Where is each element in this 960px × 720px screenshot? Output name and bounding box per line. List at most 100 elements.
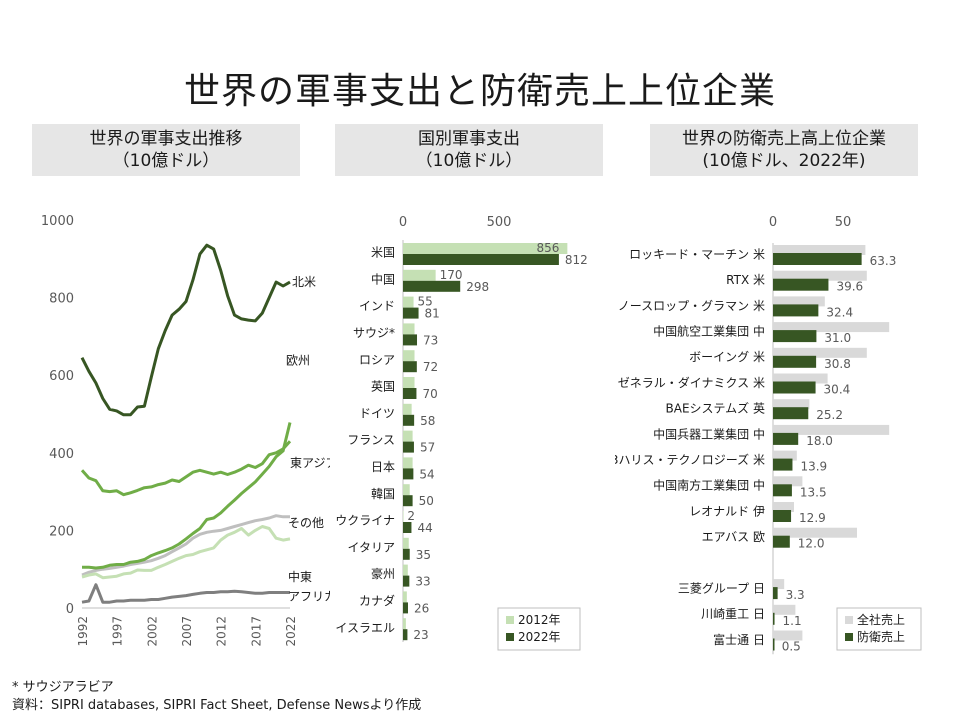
company-value-3: 31.0 [824, 331, 851, 345]
company-legend-swatch-1 [845, 633, 853, 641]
trend-series-その他 [81, 514, 290, 577]
company-bar-defense-8 [773, 458, 793, 471]
company-legend-label-0: 全社売上 [857, 612, 905, 627]
country-legend-label-1: 2022年 [518, 630, 561, 644]
company-label-10: レオナルド 伊 [689, 504, 765, 518]
country-bar-2012-中国 [403, 269, 436, 281]
company-label-7: 中国兵器工業集団 中 [653, 426, 765, 441]
company-bar-total-9 [773, 476, 803, 487]
country-bar-2022-サウジ* [403, 334, 418, 346]
country-bar-2022-英国 [403, 388, 417, 399]
country-x-tick-500: 500 [487, 215, 512, 230]
trend-series-欧州 [82, 422, 292, 570]
company-value-13: 3.3 [786, 588, 805, 602]
company-bar-defense-7 [773, 432, 799, 445]
country-bar-2012-インド [403, 296, 414, 308]
country-bar-2022-米国 [403, 254, 559, 265]
country-label-カナダ: カナダ [359, 593, 395, 608]
trend-title: 世界の軍事支出推移 [89, 129, 243, 149]
company-label-15: 富士通 日 [713, 632, 765, 647]
company-value-10: 12.9 [799, 511, 826, 525]
country-bar-2022-日本 [403, 468, 414, 480]
country-bar-2012-ウクライナ [403, 511, 404, 522]
company-bar-defense-10 [773, 510, 792, 522]
trend-series-label-欧州: 欧州 [286, 354, 310, 368]
company-bar-defense-1 [773, 278, 829, 291]
company-label-8: L3ハリス・テクノロジーズ 米 [615, 452, 765, 467]
country-bar-2012-英国 [403, 377, 415, 388]
trend-series-label-中東: 中東 [288, 569, 312, 584]
company-label-0: ロッキード・マーチン 米 [629, 247, 765, 261]
company-label-6: BAEシステムズ 英 [666, 401, 765, 416]
company-value-6: 25.2 [816, 408, 843, 422]
trend-series-label-アフリカ: アフリカ [288, 589, 330, 603]
country-bar-2012-ロシア [403, 350, 415, 362]
country-legend-box [497, 607, 581, 651]
company-bar-total-1 [773, 270, 867, 281]
trend-x-tick-2002: 2002 [145, 616, 159, 647]
company-label-2: ノースロップ・グラマン 米 [618, 299, 765, 313]
country-bar-2022-イタリア [403, 548, 410, 560]
company-legend-box [836, 607, 922, 651]
company-bar-defense-4 [773, 355, 817, 368]
company-bar-defense-15 [773, 638, 775, 651]
country-bar-2022-カナダ [403, 602, 408, 614]
company-bar-total-13 [773, 579, 785, 590]
country-value-2022-英国: 70 [422, 387, 437, 401]
country-bar-2012-豪州 [403, 564, 408, 576]
company-bar-defense-6 [773, 407, 809, 420]
country-label-イタリア: イタリア [347, 540, 395, 554]
country-label-イスラエル: イスラエル [335, 621, 395, 635]
country-bar-2022-ロシア [403, 361, 417, 373]
company-bar-total-15 [773, 630, 803, 641]
company-bar-total-0 [773, 245, 866, 255]
company-bar-total-2 [773, 296, 825, 307]
company-bar-defense-14 [773, 612, 775, 625]
country-value-2022-ウクライナ: 44 [417, 521, 432, 535]
company-value-8: 13.9 [800, 460, 827, 474]
country-label-ロシア: ロシア [359, 353, 395, 367]
company-x-tick-50: 50 [835, 215, 852, 230]
company-panel-header: 世界の防衛売上高上位企業 (10億ドル、2022年) [650, 124, 918, 176]
country-value-2022-イスラエル: 23 [413, 628, 428, 642]
company-bar-chart: 0 50 ロッキード・マーチン 米 63.3 RTX 米 39.6 ノースロップ・グラマン … [615, 215, 922, 655]
country-bar-2012-韓国 [403, 484, 410, 496]
company-value-7: 18.0 [806, 434, 833, 448]
country-bar-2022-豪州 [403, 575, 410, 587]
country-title: 国別軍事支出 [418, 129, 520, 149]
country-value-2012-米国: 856 [536, 241, 559, 255]
country-value-2022-日本: 54 [419, 467, 434, 481]
country-label-英国: 英国 [371, 380, 395, 394]
country-label-韓国: 韓国 [371, 487, 395, 501]
company-value-1: 39.6 [836, 280, 863, 294]
country-value-2022-イタリア: 35 [416, 548, 431, 562]
country-bar-2022-ドイツ [403, 414, 415, 426]
company-label-11: エアバス 欧 [702, 530, 765, 544]
country-bar-2012-イタリア [403, 537, 409, 549]
company-bar-defense-11 [773, 535, 790, 548]
country-label-米国: 米国 [371, 246, 395, 260]
trend-y-tick-200: 200 [49, 524, 74, 539]
country-value-2022-ロシア: 72 [423, 360, 438, 374]
country-value-2012-インド: 55 [418, 295, 433, 309]
country-label-サウジ*: サウジ* [353, 326, 395, 340]
country-value-2022-インド: 81 [425, 307, 440, 321]
trend-x-tick-2007: 2007 [180, 616, 194, 647]
company-label-3: 中国航空工業集団 中 [653, 324, 765, 339]
trend-y-tick-800: 800 [49, 292, 74, 307]
trend-panel-header: 世界の軍事支出推移 （10億ドル） [32, 124, 300, 176]
company-bar-total-14 [773, 604, 796, 615]
country-legend-swatch-0 [506, 616, 514, 624]
country-bar-2012-サウジ* [403, 323, 415, 335]
company-value-2: 32.4 [826, 305, 853, 319]
country-bar-2022-インド [403, 307, 419, 319]
trend-unit: （10億ドル） [112, 151, 220, 171]
trend-y-tick-400: 400 [49, 447, 74, 462]
country-value-2022-カナダ: 26 [414, 601, 429, 615]
country-bar-2012-米国 [403, 243, 568, 254]
country-label-ドイツ: ドイツ [359, 406, 395, 420]
country-bar-2012-カナダ [403, 591, 407, 603]
company-value-14: 1.1 [783, 614, 802, 628]
country-label-日本: 日本 [371, 460, 395, 474]
